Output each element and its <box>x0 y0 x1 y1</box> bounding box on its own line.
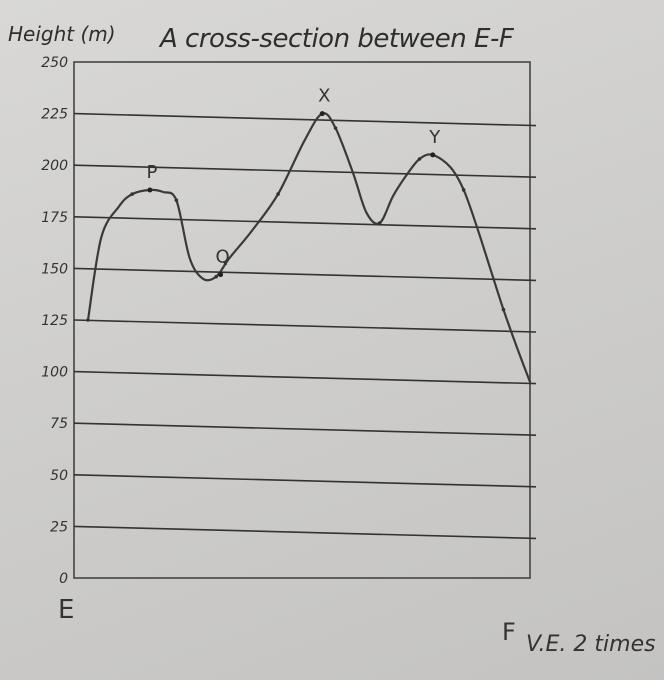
grid-line <box>73 525 537 540</box>
chart-title: A cross-section between E-F <box>160 24 514 54</box>
profile-point <box>461 188 466 192</box>
start-point-label: E <box>58 595 75 625</box>
profile-point <box>86 318 90 322</box>
y-tick-label: 25 <box>50 519 68 535</box>
grid-lines <box>73 61 537 579</box>
annotation-dot <box>319 111 325 117</box>
profile-line <box>86 112 532 384</box>
profile-point <box>130 192 134 196</box>
annotation-dot <box>218 272 224 278</box>
y-tick-label: 250 <box>41 55 68 71</box>
annotation-dot <box>147 187 153 193</box>
y-tick-label: 150 <box>41 261 68 277</box>
annotation-label: Q <box>216 247 230 268</box>
grid-line <box>73 216 537 230</box>
y-tick-label: 0 <box>59 571 68 587</box>
vertical-exaggeration-note: V.E. 2 times <box>526 632 656 657</box>
end-point-label: F <box>502 618 516 646</box>
profile-point <box>377 221 382 225</box>
y-tick-label: 175 <box>41 210 68 226</box>
grid-line <box>73 164 537 178</box>
profile-point <box>174 198 179 203</box>
y-tick-labels: 0 25 50 75 100 125 150 175 200 225 250 <box>41 55 68 587</box>
profile-markers <box>86 126 506 322</box>
grid-line <box>73 370 537 385</box>
y-tick-label: 100 <box>41 365 68 381</box>
grid-line <box>73 422 537 436</box>
y-tick-label: 50 <box>50 468 68 484</box>
profile-point <box>417 157 422 161</box>
annotation-label: P <box>146 162 157 183</box>
y-tick-label: 200 <box>41 158 68 174</box>
profile-point <box>501 307 506 312</box>
grid-line <box>73 112 537 127</box>
peak-annotations: P Q X Y <box>146 86 441 278</box>
plot-frame <box>73 61 531 579</box>
y-axis-label: Height (m) <box>8 22 116 46</box>
annotation-label: X <box>318 86 330 107</box>
profile-point <box>214 274 218 279</box>
grid-line <box>73 474 537 488</box>
profile-point <box>333 126 338 130</box>
grid-line <box>73 319 537 333</box>
y-tick-label: 75 <box>50 416 68 432</box>
annotation-dot <box>430 152 436 158</box>
profile-point <box>276 192 280 196</box>
y-tick-label: 125 <box>41 313 68 329</box>
annotation-label: Y <box>428 127 441 148</box>
grid-line <box>73 267 537 282</box>
y-tick-label: 225 <box>41 107 68 123</box>
